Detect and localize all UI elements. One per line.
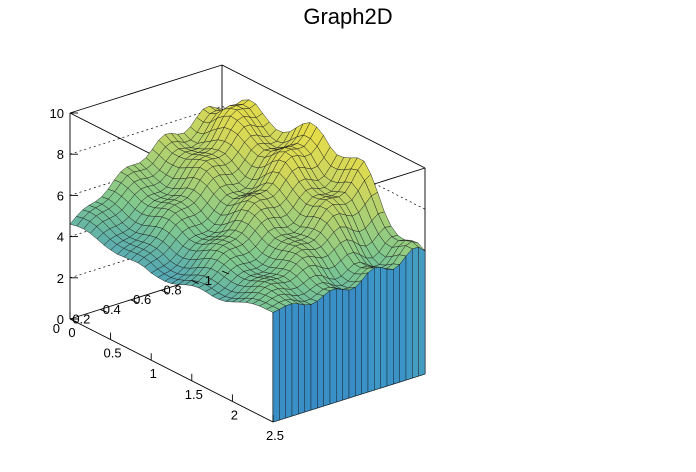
z-tick-label: 0 — [57, 312, 64, 327]
x-tick-label: 2 — [231, 407, 238, 422]
chart-title: Graph2D — [303, 4, 393, 29]
y-tick — [130, 299, 138, 304]
y-tick — [191, 280, 199, 285]
surface-side-cell — [380, 267, 388, 389]
surface-side-cell — [323, 290, 331, 407]
y-tick-label: 0 — [53, 321, 60, 336]
surface-side-cell — [329, 288, 337, 405]
surface-side-cell — [393, 264, 400, 385]
surface-side-cell — [386, 269, 394, 387]
z-tick-label: 10 — [50, 106, 64, 121]
y-tick — [69, 318, 78, 323]
z-tick-label: 4 — [57, 230, 64, 245]
surface-side-cell — [399, 255, 407, 383]
surface-side-cell — [355, 280, 362, 397]
surface-side-cell — [336, 288, 343, 403]
z-tick-label: 8 — [57, 147, 64, 162]
surface-side-cell — [291, 303, 299, 417]
surface-side-cell — [405, 248, 413, 381]
surface-side-cell — [279, 305, 286, 421]
surface-side-cell — [272, 309, 280, 423]
surface-side-cell — [418, 246, 426, 377]
box-edge — [221, 64, 426, 169]
x-tick-label: 0.5 — [104, 346, 122, 361]
surface-mesh — [69, 99, 426, 423]
y-tick-label: 0.6 — [133, 292, 151, 307]
z-tick-label: 6 — [57, 188, 64, 203]
x-tick-label: 2.5 — [266, 428, 284, 443]
surface-side-cell — [361, 272, 369, 395]
surface-side-cell — [310, 300, 318, 411]
y-tick-label: 1 — [205, 273, 212, 288]
box-edge — [69, 64, 223, 114]
x-tick-label: 0 — [68, 325, 75, 340]
surface-side-cell — [304, 304, 312, 413]
surface-side-cell — [298, 303, 305, 415]
y-tick — [221, 270, 230, 275]
y-tick-label: 0.8 — [164, 283, 182, 298]
box-edge — [69, 318, 274, 423]
surface-side-cell — [342, 289, 350, 401]
x-tick-label: 1.5 — [185, 387, 203, 402]
surface-side-cell — [348, 287, 356, 399]
y-tick — [100, 308, 108, 313]
surface-side-cell — [367, 267, 375, 393]
surface-side-cell — [285, 303, 293, 419]
surface-side-cell — [374, 267, 381, 391]
y-tick — [161, 289, 169, 294]
y-tick-label: 0.2 — [72, 311, 90, 326]
surface-side-cell — [412, 246, 419, 379]
z-tick-label: 2 — [57, 271, 64, 286]
surface-side-cell — [317, 295, 324, 409]
y-tick-label: 0.4 — [103, 302, 121, 317]
x-tick-label: 1 — [150, 366, 157, 381]
